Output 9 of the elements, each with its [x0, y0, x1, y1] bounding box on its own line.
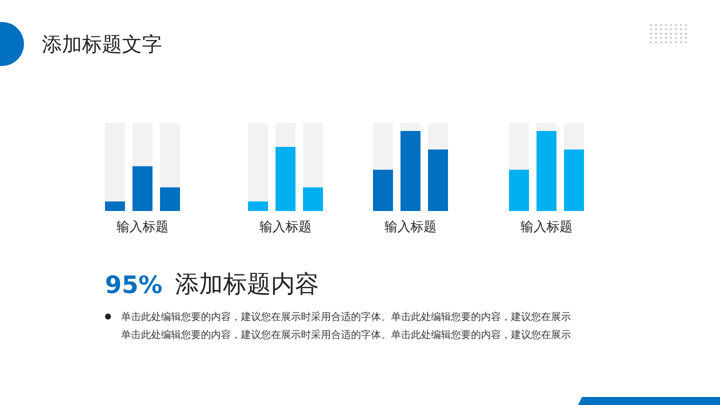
x-axis-title: 输入标题: [384, 220, 436, 235]
text: 单击此处编辑您要的内容，建议您在展示时采用合适的字体。单击此处编辑您要的内容，建议您在展示: [121, 311, 571, 323]
text: 95%: [105, 271, 162, 299]
text: 添加标题内容: [175, 270, 319, 298]
text: 单击此处编辑您要的内容，建议您在展示时采用合适的字体。单击此处编辑您要的内容，建议您在展示: [121, 329, 571, 341]
x-axis-title: 输入标题: [520, 220, 572, 235]
x-axis-title: 输入标题: [116, 220, 168, 235]
x-axis-title: 输入标题: [260, 220, 312, 235]
text: 添加标题文字: [42, 32, 162, 56]
